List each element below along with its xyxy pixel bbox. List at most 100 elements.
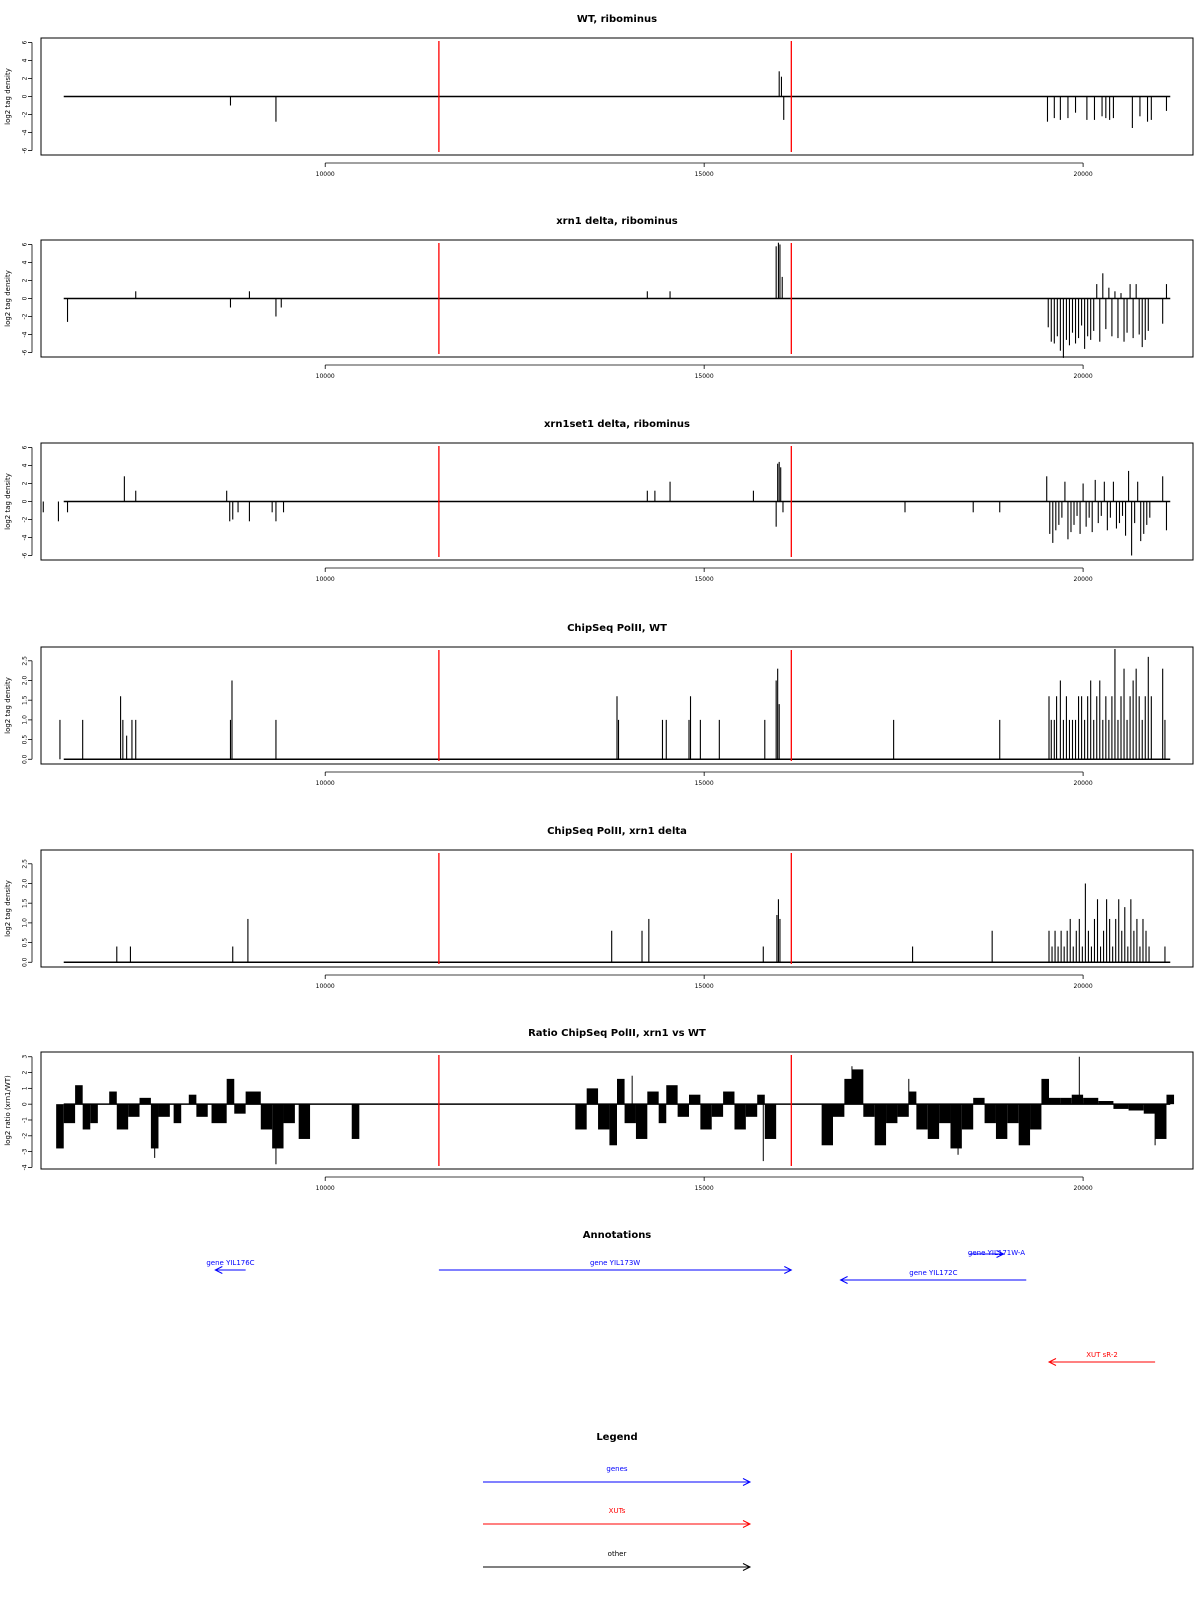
annotation-arrow xyxy=(214,1266,246,1274)
y-tick-label: -1 xyxy=(22,1117,29,1123)
panel-title: xrn1set1 delta, ribominus xyxy=(544,419,690,430)
x-tick-label: 15000 xyxy=(695,983,714,990)
ratio-segment xyxy=(188,1094,197,1105)
ratio-segment xyxy=(82,1104,91,1130)
annotation-label: gene YIL173W xyxy=(590,1259,640,1267)
ratio-segment xyxy=(1166,1094,1175,1105)
ratio-segment xyxy=(624,1104,636,1124)
ratio-segment xyxy=(950,1104,962,1149)
ratio-segment xyxy=(90,1104,98,1124)
y-tick-label: -4 xyxy=(22,1164,29,1170)
ratio-segment xyxy=(158,1104,170,1117)
ratio-segment xyxy=(635,1104,648,1139)
x-tick-label: 10000 xyxy=(316,1185,335,1192)
annotation-label: gene YIL172C xyxy=(909,1269,957,1277)
x-tick-label: 10000 xyxy=(316,171,335,178)
y-axis-label: log2 ratio (xrn1/WT) xyxy=(4,1075,12,1146)
annotation-arrow xyxy=(1047,1358,1156,1366)
ratio-segment xyxy=(700,1104,712,1130)
ratio-segment xyxy=(1098,1101,1114,1105)
y-tick-label: 4 xyxy=(22,463,29,467)
y-tick-label: 2.5 xyxy=(22,859,29,869)
panel-1: WT, ribominus -6 -4 -2 0 2 4 6 log2 tag density 1… xyxy=(4,14,1194,178)
ratio-segment xyxy=(1060,1097,1072,1105)
ratio-segment xyxy=(109,1091,117,1105)
panel-3: xrn1set1 delta, ribominus -6 -4 -2 0 2 4 6 log2 … xyxy=(4,419,1194,583)
y-tick-label: -2 xyxy=(22,516,29,522)
plot-frame xyxy=(40,849,1194,968)
ratio-segment xyxy=(1155,1104,1167,1139)
y-tick-label: 2 xyxy=(22,76,29,80)
y-tick-label: 3 xyxy=(22,1055,29,1059)
x-tick-label: 20000 xyxy=(1074,171,1093,178)
y-tick-label: 0.0 xyxy=(22,754,29,764)
ratio-segment xyxy=(973,1097,985,1105)
x-tick-label: 10000 xyxy=(316,983,335,990)
y-tick-label: 4 xyxy=(22,260,29,264)
ratio-segment xyxy=(234,1104,246,1114)
x-tick-label: 10000 xyxy=(316,576,335,583)
arrow-head xyxy=(742,1520,752,1528)
plot-frame xyxy=(40,37,1194,156)
y-tick-label: -6 xyxy=(22,349,29,355)
ratio-segment xyxy=(863,1104,875,1117)
plot-frame xyxy=(40,1051,1194,1170)
y-tick-label: 0.0 xyxy=(22,957,29,967)
ratio-segment xyxy=(689,1094,701,1105)
annotation-arrow xyxy=(438,1266,793,1274)
ratio-segment xyxy=(1030,1104,1042,1130)
ratio-segment xyxy=(298,1104,311,1139)
ratio-segment xyxy=(1113,1104,1129,1109)
legend-label: other xyxy=(608,1550,627,1558)
annotation-arrow xyxy=(839,1276,1027,1284)
ratio-segment xyxy=(116,1104,129,1130)
x-tick-label: 20000 xyxy=(1074,983,1093,990)
ratio-segment xyxy=(939,1104,951,1124)
legend-label: genes xyxy=(606,1465,627,1473)
panel-5: ChipSeq PolII, xrn1 delta 0.0 0.5 1.0 1.5 2.0… xyxy=(4,826,1194,990)
ratio-segment xyxy=(1018,1104,1031,1146)
x-tick-label: 10000 xyxy=(316,373,335,380)
ratio-segment xyxy=(677,1104,689,1117)
y-tick-label: 1.0 xyxy=(22,715,29,725)
legend-panel: Legend genes XUTs other xyxy=(483,1432,752,1571)
panel-title: xrn1 delta, ribominus xyxy=(556,216,678,227)
ratio-segment xyxy=(245,1091,261,1105)
x-tick-label: 15000 xyxy=(695,576,714,583)
ratio-segment xyxy=(844,1078,852,1105)
ratio-segment xyxy=(658,1104,667,1124)
ratio-segment xyxy=(757,1094,765,1105)
ratio-segment xyxy=(272,1104,284,1149)
y-axis-label: log2 tag density xyxy=(4,677,12,734)
ratio-segment xyxy=(1041,1078,1049,1105)
y-tick-label: -4 xyxy=(22,129,29,135)
x-tick-label: 15000 xyxy=(695,1185,714,1192)
y-axis-label: log2 tag density xyxy=(4,270,12,327)
ratio-segment xyxy=(617,1078,625,1105)
y-tick-label: 6 xyxy=(22,445,29,449)
annotations-panel: Annotations gene YIL176C gene YIL173W gene … xyxy=(206,1230,1156,1366)
arrow-head xyxy=(742,1478,752,1486)
arrow-head xyxy=(742,1563,752,1571)
ratio-segment xyxy=(745,1104,758,1117)
y-tick-label: 1.0 xyxy=(22,918,29,928)
y-tick-label: -6 xyxy=(22,552,29,558)
x-tick-label: 10000 xyxy=(316,780,335,787)
ratio-segment xyxy=(575,1104,587,1130)
ratio-segment xyxy=(723,1091,735,1105)
y-tick-label: 0.5 xyxy=(22,938,29,948)
ratio-segment xyxy=(211,1104,227,1124)
legend-label: XUTs xyxy=(609,1507,626,1515)
y-axis-label: log2 tag density xyxy=(4,473,12,530)
ratio-segment xyxy=(1083,1097,1099,1105)
ratio-segment xyxy=(128,1104,140,1117)
ratio-segment xyxy=(874,1104,887,1146)
legend-arrow xyxy=(483,1520,752,1528)
x-tick-label: 20000 xyxy=(1074,373,1093,380)
ratio-segment xyxy=(75,1085,83,1105)
y-tick-label: -4 xyxy=(22,331,29,337)
ratio-segment xyxy=(851,1069,864,1105)
ratio-segment xyxy=(916,1104,928,1130)
x-tick-label: 15000 xyxy=(695,171,714,178)
y-tick-label: -2 xyxy=(22,111,29,117)
